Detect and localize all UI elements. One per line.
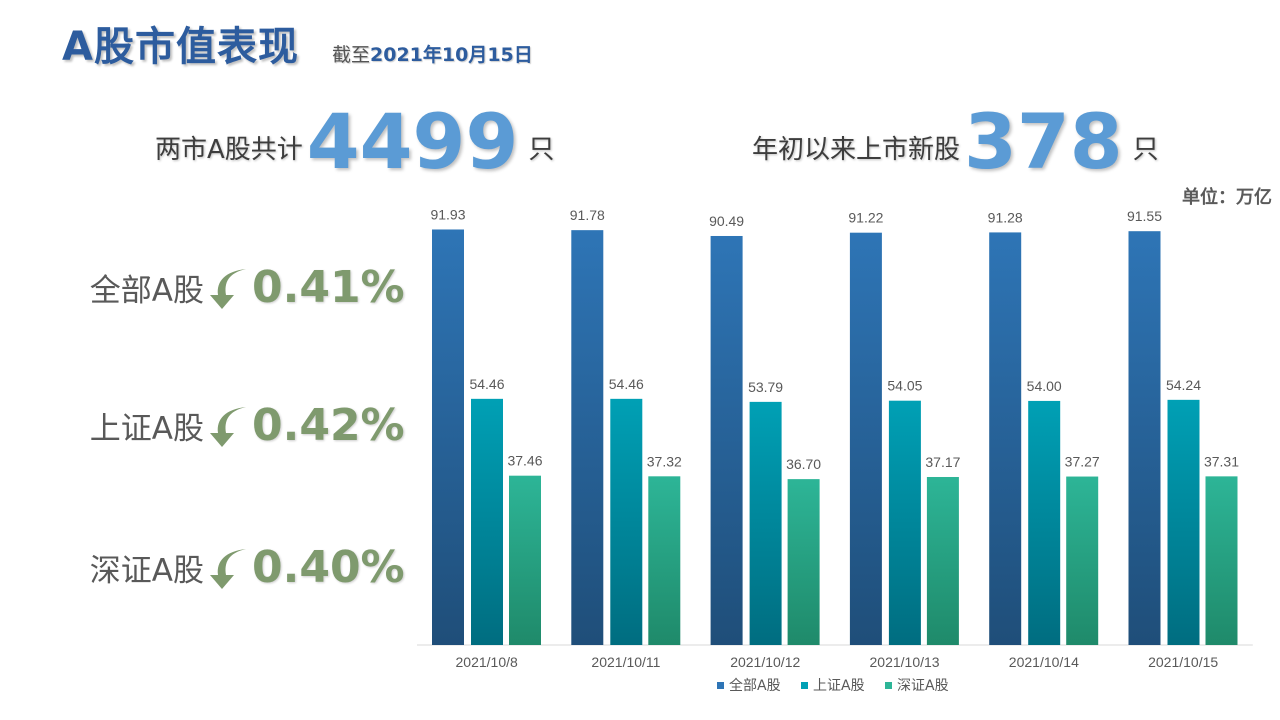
- bar-data-label: 36.70: [786, 456, 821, 472]
- as-of-prefix: 截至: [332, 44, 371, 66]
- new-listings-label: 年初以来上市新股: [752, 135, 961, 165]
- bar: [648, 476, 681, 645]
- bar-data-label: 54.05: [887, 378, 922, 394]
- new-listings-stat: 年初以来上市新股 378 只: [752, 104, 1159, 180]
- bar-data-label: 91.55: [1127, 208, 1162, 224]
- bar: [926, 476, 959, 645]
- x-tick-label: 2021/10/14: [1009, 654, 1079, 670]
- bar: [1028, 400, 1061, 645]
- new-listings-unit: 只: [1132, 135, 1159, 165]
- as-of-date: 截至2021年10月15日: [332, 40, 533, 67]
- bar-data-label: 91.22: [848, 210, 883, 226]
- perf-name: 全部A股: [89, 273, 204, 309]
- x-tick-label: 2021/10/12: [730, 654, 800, 670]
- perf-row-sz: 深证A股 0.40%: [72, 542, 405, 593]
- legend-swatch: [801, 682, 808, 689]
- bar-data-label: 53.79: [748, 379, 783, 395]
- perf-value: 0.41%: [252, 262, 405, 313]
- bar: [610, 398, 643, 645]
- bar: [471, 398, 503, 645]
- unit-label: 单位：万亿: [1182, 187, 1272, 208]
- bar-data-label: 90.49: [709, 213, 744, 229]
- bar: [1167, 399, 1200, 645]
- bar: [749, 401, 782, 645]
- total-stocks-stat: 两市A股共计 4499 只: [155, 104, 554, 180]
- legend-label: 全部A股: [729, 677, 781, 694]
- down-arrow-icon: [210, 406, 246, 447]
- bar: [1205, 476, 1238, 645]
- bar: [710, 235, 743, 645]
- perf-value: 0.40%: [252, 542, 405, 593]
- x-tick-label: 2021/10/15: [1148, 654, 1218, 670]
- bar-data-label: 91.78: [570, 207, 605, 223]
- bar-data-label: 91.28: [988, 209, 1023, 225]
- bar-data-label: 37.17: [925, 454, 960, 470]
- bar-data-label: 54.46: [469, 376, 504, 392]
- legend-label: 深证A股: [897, 678, 949, 694]
- down-arrow-icon: [210, 548, 246, 589]
- bar-data-label: 54.00: [1027, 378, 1062, 394]
- bar: [432, 229, 464, 646]
- bar: [1128, 231, 1161, 645]
- bar: [888, 400, 921, 645]
- bar: [509, 475, 541, 645]
- bar: [849, 232, 882, 645]
- total-stocks-label: 两市A股共计: [155, 135, 303, 165]
- bar-data-label: 37.31: [1204, 453, 1239, 469]
- legend-label: 上证A股: [813, 678, 865, 694]
- perf-row-all: 全部A股 0.41%: [72, 262, 405, 313]
- x-tick-label: 2021/10/8: [456, 654, 518, 670]
- perf-value: 0.42%: [252, 400, 405, 451]
- bar: [989, 232, 1022, 645]
- page-title: A股市值表现: [62, 24, 299, 70]
- new-listings-value: 378: [964, 97, 1123, 186]
- perf-name: 上证A股: [89, 411, 204, 447]
- total-stocks-unit: 只: [528, 135, 555, 165]
- perf-row-sh: 上证A股 0.42%: [72, 400, 405, 451]
- bar-data-label: 91.93: [430, 206, 465, 222]
- bar-data-label: 54.24: [1166, 377, 1201, 393]
- market-cap-bar-chart: 91.93 54.46 37.46 2021/10/8 91.78 54.46 37.32 2…: [417, 206, 1253, 694]
- bar: [787, 479, 820, 645]
- as-of-date-value: 2021年10月15日: [370, 44, 533, 66]
- x-tick-label: 2021/10/11: [591, 654, 660, 670]
- bar-data-label: 37.46: [507, 453, 542, 469]
- total-stocks-value: 4499: [306, 97, 519, 186]
- bar-data-label: 37.32: [647, 453, 682, 469]
- bar-data-label: 54.46: [609, 376, 644, 392]
- bar: [571, 230, 604, 645]
- legend-swatch: [885, 682, 892, 689]
- down-arrow-icon: [210, 268, 246, 309]
- perf-name: 深证A股: [89, 553, 204, 589]
- bar: [1066, 476, 1099, 645]
- bar-data-label: 37.27: [1065, 454, 1100, 470]
- legend-swatch: [717, 682, 724, 689]
- x-tick-label: 2021/10/13: [870, 654, 940, 670]
